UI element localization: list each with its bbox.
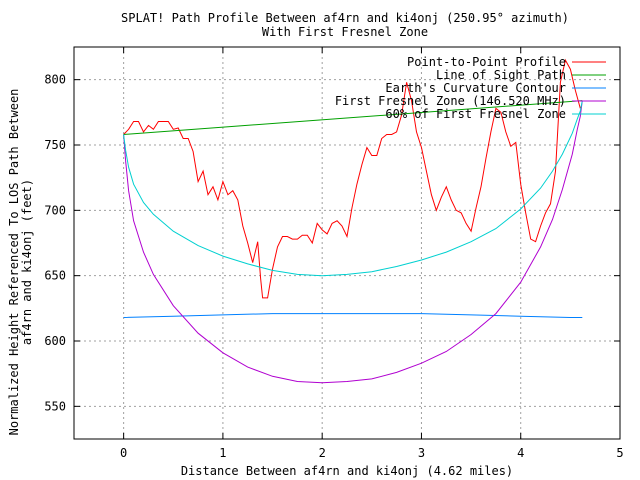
- y-tick-label: 800: [44, 73, 66, 87]
- y-tick-label: 650: [44, 269, 66, 283]
- y-tick-label: 700: [44, 203, 66, 217]
- series-line-4: [123, 100, 583, 277]
- y-tick-label: 550: [44, 399, 66, 413]
- legend-label-4: 60% of First Fresnel Zone: [385, 107, 566, 121]
- x-tick-label: 3: [418, 446, 425, 460]
- y-axis-label-line1: Normalized Height Referenced To LOS Path…: [7, 89, 21, 436]
- x-tick-label: 5: [616, 446, 623, 460]
- series-line-1: [123, 100, 583, 135]
- legend-label-2: Earth's Curvature Contour: [385, 81, 566, 95]
- legend-label-0: Point-to-Point Profile: [407, 55, 566, 69]
- legend-label-3: First Fresnel Zone (146.520 MHz): [335, 94, 566, 108]
- x-tick-label: 2: [319, 446, 326, 460]
- x-axis-label: Distance Between af4rn and ki4onj (4.62 …: [181, 464, 513, 478]
- y-tick-label: 600: [44, 334, 66, 348]
- tick-group: 0 1 2 3 4 5 550 600 650 700 750 800: [44, 47, 624, 460]
- series-group: [123, 58, 583, 384]
- legend-label-1: Line of Sight Path: [436, 68, 566, 82]
- chart-title-line2: With First Fresnel Zone: [262, 25, 428, 39]
- x-tick-label: 1: [219, 446, 226, 460]
- chart-title-line1: SPLAT! Path Profile Between af4rn and ki…: [121, 11, 569, 25]
- series-line-0: [123, 58, 581, 299]
- y-axis-label-line2: af4rn and ki4onj (feet): [20, 179, 34, 345]
- x-tick-label: 0: [120, 446, 127, 460]
- series-line-3: [123, 100, 583, 384]
- x-tick-label: 4: [517, 446, 524, 460]
- y-tick-label: 750: [44, 138, 66, 152]
- plot-frame: [73, 46, 621, 440]
- series-line-2: [123, 313, 583, 318]
